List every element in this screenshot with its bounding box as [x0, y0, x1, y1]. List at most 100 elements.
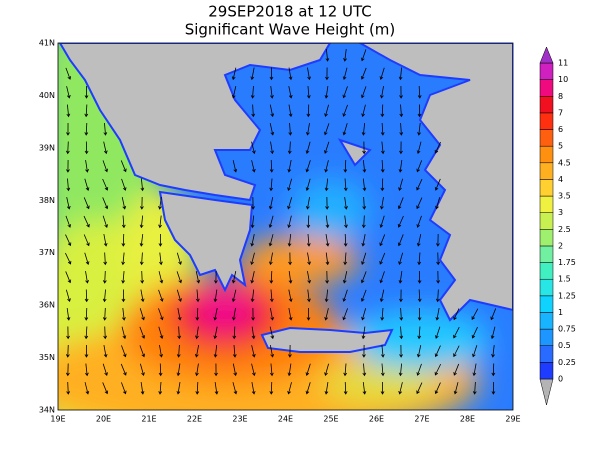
wave-arrow [84, 382, 90, 395]
wave-arrow [361, 122, 366, 136]
wave-arrow [344, 215, 348, 229]
wave-arrow [471, 326, 478, 339]
wave-arrow [84, 252, 90, 265]
wave-arrow [343, 381, 348, 395]
wave-arrow [417, 104, 422, 118]
wave-arrow [343, 48, 347, 62]
wave-arrow [434, 363, 442, 376]
wave-arrow [269, 289, 274, 303]
wave-arrow [251, 363, 256, 377]
wave-arrow [139, 215, 144, 229]
wave-arrow [83, 197, 90, 210]
wave-arrow [103, 345, 108, 358]
title: 29SEP2018 at 12 UTC [208, 3, 372, 21]
wave-arrow [416, 215, 422, 228]
wave-arrow [306, 233, 311, 247]
lon-label: 21E [141, 415, 156, 424]
wave-arrow [251, 345, 256, 358]
wave-arrow [399, 104, 404, 118]
wave-arrow [232, 363, 238, 377]
wave-arrow [453, 363, 460, 376]
colorbar-label: 2.5 [558, 225, 571, 234]
wave-arrow [85, 271, 89, 284]
wave-arrow [434, 345, 441, 358]
wave-arrow [397, 234, 404, 247]
wave-arrow [288, 122, 293, 136]
wave-arrow [83, 215, 90, 228]
wave-arrow [121, 382, 127, 395]
map-frame [57, 42, 514, 411]
wave-arrow [195, 326, 199, 340]
wave-arrow [214, 382, 219, 395]
wave-arrow [288, 308, 293, 321]
wave-arrow [195, 307, 200, 321]
wave-arrow [158, 215, 162, 229]
wave-arrow [269, 104, 275, 118]
wave-arrow [398, 160, 403, 173]
wave-arrow [306, 104, 311, 118]
wave-arrow [342, 271, 348, 284]
wave-arrow [490, 326, 496, 340]
wave-arrow [343, 363, 348, 377]
wave-arrow [417, 252, 422, 266]
wave-arrow [305, 382, 311, 395]
wave-arrow [177, 308, 182, 321]
wave-arrow [379, 67, 385, 80]
wave-arrow [213, 326, 218, 340]
wave-arrow [250, 85, 255, 99]
wave-arrow [139, 326, 146, 339]
wave-arrow [102, 215, 108, 228]
wave-arrow [231, 289, 237, 303]
wave-arrow [491, 381, 496, 395]
wave-arrow [269, 67, 274, 81]
wave-arrow [325, 234, 330, 247]
wave-arrow [324, 123, 330, 136]
wave-arrow [66, 178, 71, 192]
wave-arrow [305, 141, 311, 155]
wave-arrow [213, 308, 218, 321]
wave-arrow [66, 326, 70, 340]
wave-arrow [250, 252, 255, 266]
wave-arrow [307, 271, 312, 284]
wave-arrow [176, 363, 181, 377]
wave-arrow [490, 308, 497, 321]
wave-arrow [361, 308, 367, 321]
wave-arrow [342, 67, 348, 81]
wave-arrow [434, 178, 441, 191]
wave-arrow [232, 160, 238, 173]
wave-arrow [453, 326, 460, 339]
wave-arrow [362, 381, 367, 395]
wave-arrow [435, 289, 440, 303]
colorbar-label: 0 [558, 375, 563, 384]
wave-arrow [232, 344, 237, 358]
wave-arrow [306, 85, 311, 99]
wave-arrow [195, 289, 200, 303]
wave-arrow [305, 363, 311, 376]
colorbar-segment [539, 179, 554, 197]
wave-arrow [380, 104, 385, 118]
wave-arrow [324, 160, 329, 173]
colorbar-label: 0.25 [558, 358, 576, 367]
wave-arrow [232, 326, 237, 340]
wave-arrow [398, 252, 404, 266]
wave-arrow [102, 289, 107, 303]
wave-arrow [362, 141, 366, 155]
wave-arrow [417, 122, 421, 136]
wave-arrow [102, 307, 107, 321]
wave-arrow [268, 197, 274, 210]
wave-arrow [213, 344, 218, 358]
wave-arrow [288, 67, 293, 81]
wave-arrow [269, 123, 275, 136]
colorbar-segment [539, 229, 554, 247]
wave-arrow [251, 307, 255, 321]
wave-arrow [102, 178, 109, 191]
wave-arrow [288, 252, 292, 266]
wave-arrow [65, 252, 72, 265]
wave-arrow [269, 363, 274, 377]
wave-arrow [435, 308, 440, 321]
wave-arrow [343, 178, 348, 192]
colorbar-segment [539, 79, 554, 97]
wave-arrow [122, 307, 126, 321]
wave-arrow [250, 67, 255, 81]
